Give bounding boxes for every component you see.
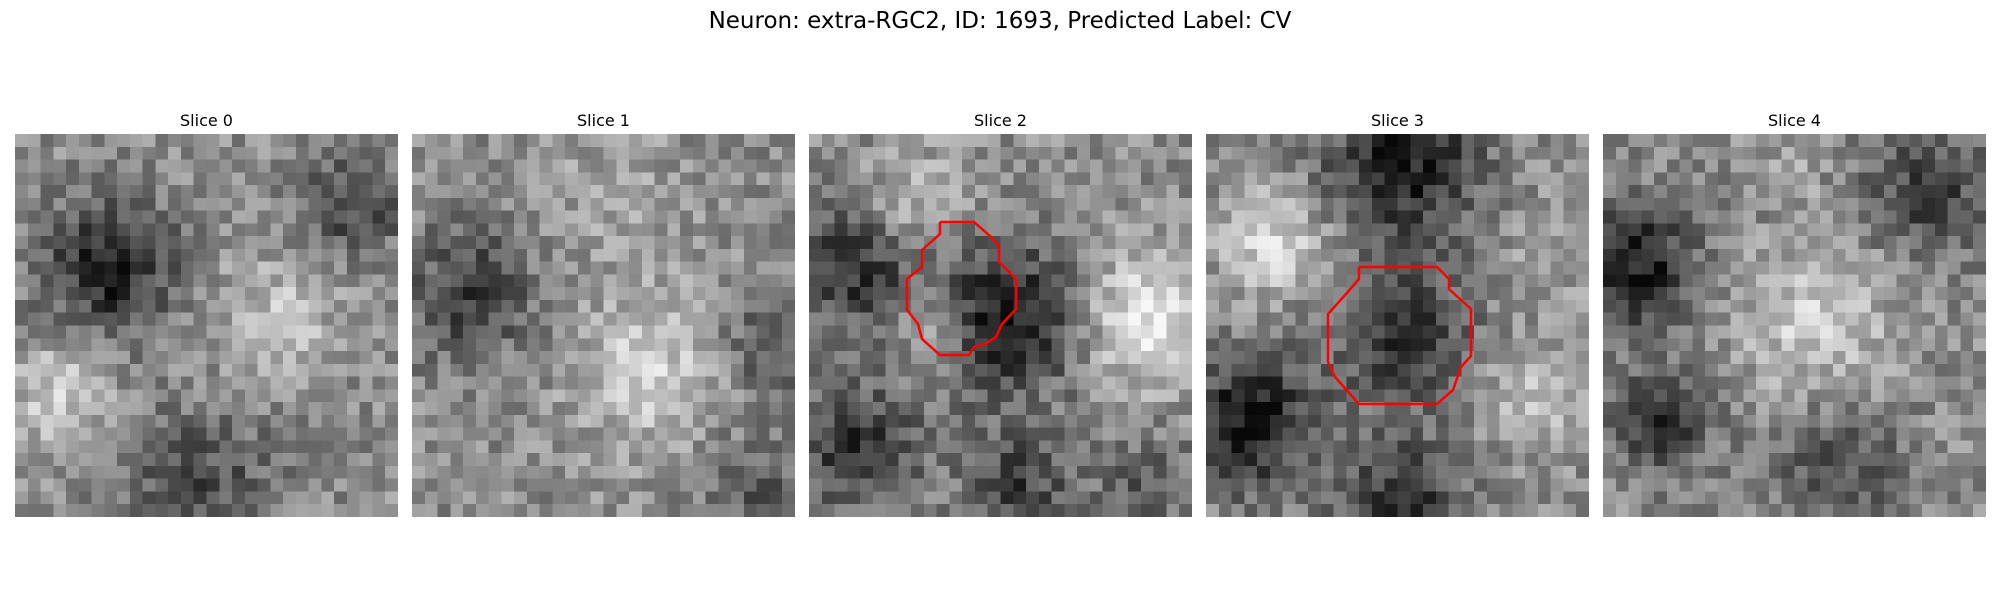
slice-panel-2: Slice 2 bbox=[809, 110, 1192, 517]
slice-image-4 bbox=[1603, 134, 1986, 517]
slice-image-1 bbox=[412, 134, 795, 517]
slice-title-3: Slice 3 bbox=[1371, 111, 1424, 130]
cell-contour-3 bbox=[1326, 265, 1473, 406]
slice-panel-4: Slice 4 bbox=[1603, 110, 1986, 517]
slice-title-1: Slice 1 bbox=[577, 111, 630, 130]
slice-title-2: Slice 2 bbox=[974, 111, 1027, 130]
slice-panel-3: Slice 3 bbox=[1206, 110, 1589, 517]
slice-image-2 bbox=[809, 134, 1192, 517]
slice-title-4: Slice 4 bbox=[1768, 111, 1821, 130]
slice-image-0 bbox=[15, 134, 398, 517]
cell-contour-2 bbox=[905, 220, 1018, 357]
slice-panel-0: Slice 0 bbox=[15, 110, 398, 517]
slice-title-0: Slice 0 bbox=[180, 111, 233, 130]
figure-title: Neuron: extra-RGC2, ID: 1693, Predicted … bbox=[708, 8, 1292, 34]
slice-image-3 bbox=[1206, 134, 1589, 517]
slice-panel-1: Slice 1 bbox=[412, 110, 795, 517]
